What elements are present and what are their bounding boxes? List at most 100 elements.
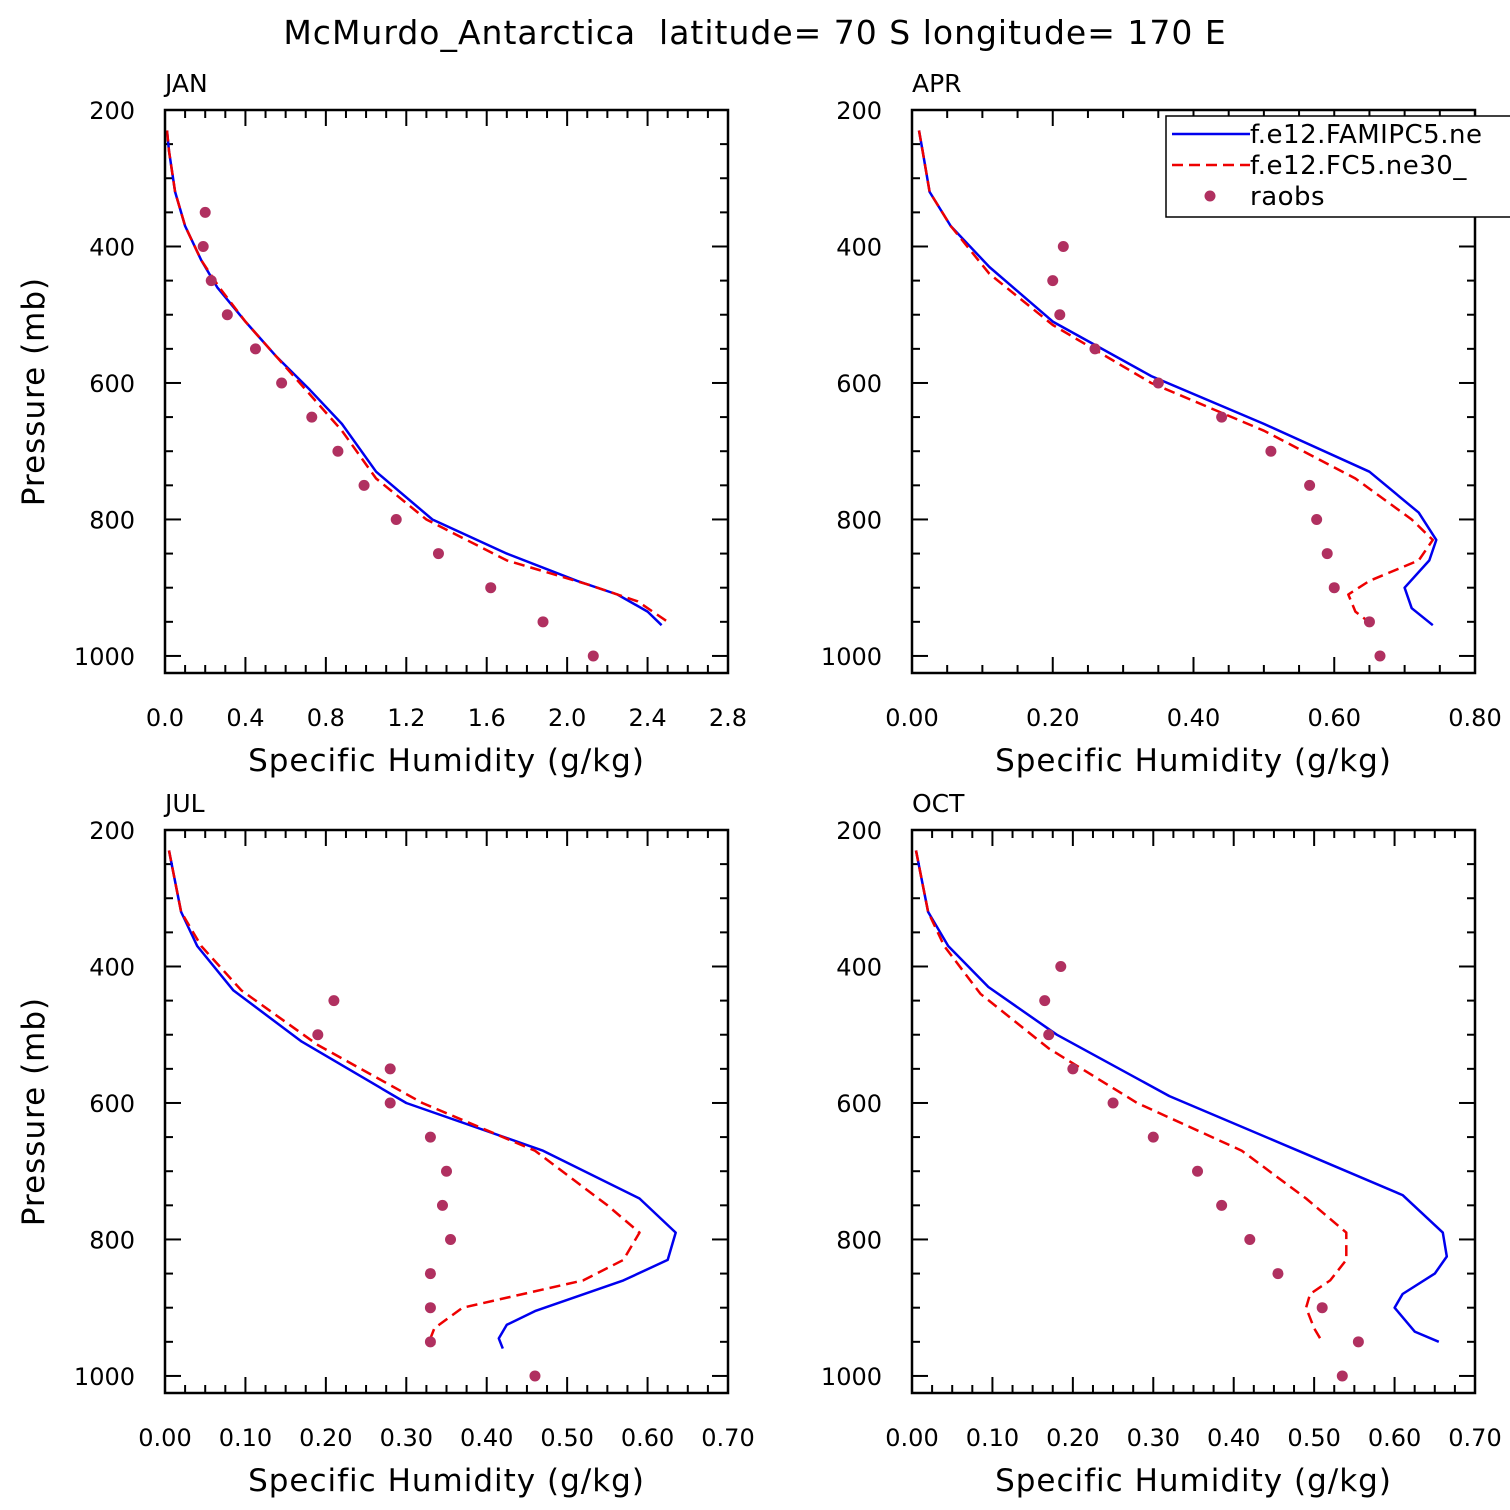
oct-raobs-point [1316,1302,1328,1314]
x-tick-label: 2.4 [628,704,666,732]
apr-raobs-point [1328,582,1340,594]
jul-raobs-point [529,1370,541,1382]
apr-raobs-point [1363,616,1375,628]
jul-plot-frame [163,828,730,1395]
jul-raobs-point [424,1302,436,1314]
y-tick-label: 800 [89,506,135,534]
jan-panel-title: JAN [163,69,208,98]
y-tick-label: 200 [836,817,882,845]
oct-famipc5-line [914,850,1449,1343]
x-tick-label: 0.30 [380,1424,433,1452]
legend-label: f.e12.FAMIPC5.ne [1250,120,1482,150]
jul-raobs-point [436,1199,448,1211]
x-tick-label: 0.8 [307,704,345,732]
x-axis-label: Specific Humidity (g/kg) [995,743,1392,779]
y-tick-label: 1000 [74,643,135,671]
y-axis-label: Pressure (mb) [16,997,52,1226]
jan-raobs-point [332,445,344,457]
apr-series-group [917,130,1438,662]
y-tick-label: 400 [89,233,135,261]
x-tick-label: 0.40 [1207,1424,1260,1452]
x-tick-label: 0.00 [138,1424,191,1452]
oct-raobs-point [1039,995,1051,1007]
jan-raobs-point [432,548,444,560]
jul-famipc5-line [167,850,677,1350]
apr-raobs-point [1047,275,1059,287]
jan-raobs-point [276,377,288,389]
jul-raobs-point [328,995,340,1007]
jul-raobs-point [384,1097,396,1109]
y-tick-label: 1000 [821,1363,882,1391]
y-axis-label: Pressure (mb) [16,277,52,506]
oct-raobs-point [1216,1199,1228,1211]
jan-raobs-point [221,309,233,321]
y-tick-label: 400 [836,953,882,981]
apr-raobs-point [1265,445,1277,457]
y-tick-label: 800 [836,506,882,534]
apr-fc5-line [917,130,1435,627]
x-tick-label: 0.20 [299,1424,352,1452]
apr-raobs-point [1057,240,1069,252]
y-tick-label: 600 [89,1090,135,1118]
jan-raobs-point [205,275,217,287]
jan-raobs-point [197,240,209,252]
jul-panel: JUL 0.00 0.10 0.20 0.30 0.40 0.50 0.60 0.70 200 40… [16,789,755,1499]
x-tick-label: 0.10 [966,1424,1019,1452]
y-tick-label: 200 [89,97,135,125]
x-axis-label: Specific Humidity (g/kg) [248,1463,645,1499]
jan-famipc5-line [165,130,663,627]
x-tick-label: 0.60 [1308,704,1361,732]
oct-raobs-point [1192,1165,1204,1177]
oct-panel: OCT 0.00 0.10 0.20 0.30 0.40 0.50 0.60 0.70 200 40… [821,789,1502,1499]
apr-raobs-point [1089,343,1101,355]
x-tick-label: 0.20 [1046,1424,1099,1452]
apr-raobs-point [1304,479,1316,491]
x-tick-label: 0.70 [1448,1424,1501,1452]
oct-raobs-point [1107,1097,1119,1109]
apr-plot-frame [910,108,1477,675]
jan-plot-frame [163,108,730,675]
x-tick-label: 0.50 [1287,1424,1340,1452]
panels-group: JAN 0.0 0.4 0.8 1.2 1.6 2.0 2.4 2.8 200 400 600 800 1… [16,69,1502,1499]
x-tick-label: 2.8 [709,704,747,732]
oct-raobs-point [1147,1131,1159,1143]
jan-raobs-point [537,616,549,628]
y-tick-label: 1000 [821,643,882,671]
apr-raobs-point [1374,650,1386,662]
x-tick-label: 0.0 [146,704,184,732]
legend-raobs-marker [1204,190,1216,202]
x-tick-label: 0.80 [1448,704,1501,732]
y-tick-label: 400 [836,233,882,261]
y-tick-label: 800 [836,1226,882,1254]
x-tick-label: 0.70 [701,1424,754,1452]
apr-raobs-point [1054,309,1066,321]
x-tick-label: 0.4 [226,704,264,732]
jan-raobs-point [390,513,402,525]
y-tick-label: 400 [89,953,135,981]
jul-series-group [167,850,677,1382]
x-tick-label: 0.00 [885,704,938,732]
jul-raobs-point [441,1165,452,1177]
x-tick-label: 0.40 [460,1424,513,1452]
x-axis-label: Specific Humidity (g/kg) [995,1463,1392,1499]
oct-raobs-point [1244,1233,1256,1245]
x-tick-label: 2.0 [548,704,586,732]
oct-plot-frame [910,828,1477,1395]
oct-fc5-line [914,850,1348,1343]
legend-label: f.e12.FC5.ne30_ [1250,151,1467,181]
jul-raobs-point [312,1029,324,1041]
x-tick-label: 0.40 [1167,704,1220,732]
jan-raobs-point [587,650,599,662]
y-tick-label: 600 [89,370,135,398]
apr-raobs-point [1321,548,1333,560]
apr-raobs-point [1311,513,1323,525]
jul-raobs-point [384,1063,396,1075]
jan-series-group [165,130,669,662]
jan-fc5-line [165,130,669,623]
jul-panel-title: JUL [163,789,205,818]
jul-raobs-point [424,1336,436,1348]
oct-raobs-point [1043,1029,1055,1041]
oct-raobs-point [1067,1063,1079,1075]
x-tick-label: 1.6 [468,704,506,732]
